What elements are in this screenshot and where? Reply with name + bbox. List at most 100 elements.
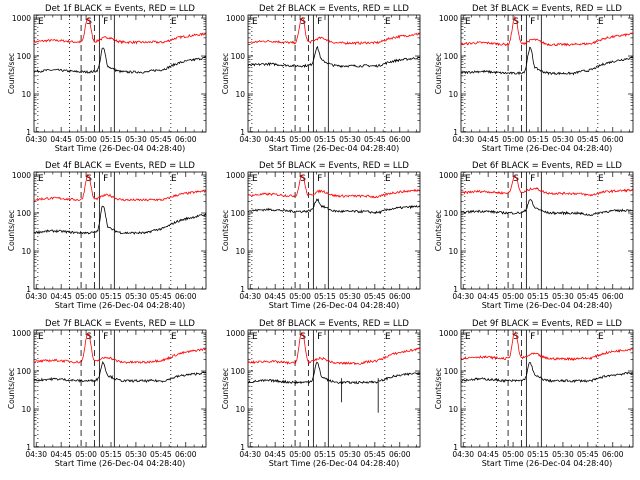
lld-curve bbox=[33, 173, 207, 202]
plot-frame bbox=[247, 14, 421, 133]
x-tick-label: 05:15 bbox=[100, 135, 122, 144]
x-axis-label: Start Time (26-Dec-04 04:28:40) bbox=[482, 301, 613, 310]
x-tick-label: 05:00 bbox=[289, 450, 311, 459]
marker-s: S bbox=[86, 332, 92, 342]
y-tick-label: 1000 bbox=[12, 14, 31, 23]
x-tick-label: 05:15 bbox=[314, 135, 336, 144]
marker-e: E bbox=[38, 174, 44, 184]
panel-2: Det 2f BLACK = Events, RED = LLD 1 10 100 10… bbox=[221, 4, 421, 153]
y-tick-label: 1000 bbox=[12, 171, 31, 180]
y-tick-label: 1000 bbox=[12, 329, 31, 338]
x-tick-label: 05:45 bbox=[364, 450, 386, 459]
x-tick-label: 05:30 bbox=[552, 135, 574, 144]
marker-e: E bbox=[385, 332, 391, 342]
x-tick-label: 04:45 bbox=[50, 135, 72, 144]
y-axis-label: Counts/sec bbox=[221, 53, 230, 94]
marker-f: F bbox=[530, 17, 535, 27]
marker-e: E bbox=[385, 17, 391, 27]
x-tick-label: 04:30 bbox=[239, 292, 261, 301]
y-axis-label: Counts/sec bbox=[7, 368, 16, 409]
x-tick-label: 04:45 bbox=[264, 450, 286, 459]
x-tick-label: 05:30 bbox=[339, 450, 361, 459]
x-tick-label: 05:15 bbox=[100, 450, 122, 459]
y-axis-label: Counts/sec bbox=[434, 53, 443, 94]
plot-frame bbox=[33, 14, 207, 133]
y-tick-label: 1000 bbox=[439, 329, 458, 338]
x-tick-label: 05:15 bbox=[527, 135, 549, 144]
x-tick-label: 05:45 bbox=[150, 292, 172, 301]
plot-frame bbox=[460, 171, 634, 290]
plot-frame bbox=[460, 329, 634, 448]
marker-s: S bbox=[300, 174, 306, 184]
x-tick-label: 05:30 bbox=[125, 450, 147, 459]
x-tick-label: 04:30 bbox=[452, 450, 474, 459]
y-tick-label: 100 bbox=[231, 367, 246, 376]
y-axis-label: Counts/sec bbox=[221, 368, 230, 409]
plot-frame bbox=[33, 171, 207, 290]
y-tick-label: 100 bbox=[231, 52, 246, 61]
events-curve bbox=[460, 46, 634, 76]
marker-f: F bbox=[103, 17, 108, 27]
y-tick-label: 10 bbox=[235, 405, 245, 414]
y-tick-label: 100 bbox=[231, 209, 246, 218]
lld-curve bbox=[247, 174, 420, 199]
x-tick-label: 05:30 bbox=[125, 135, 147, 144]
x-tick-label: 05:00 bbox=[75, 135, 97, 144]
events-curve bbox=[247, 45, 421, 68]
y-tick-label: 1 bbox=[453, 128, 458, 137]
y-tick-label: 100 bbox=[17, 52, 32, 61]
plot-frame bbox=[460, 14, 634, 133]
y-axis-label: Counts/sec bbox=[7, 210, 16, 251]
x-tick-label: 05:15 bbox=[314, 450, 336, 459]
y-tick-label: 100 bbox=[444, 367, 459, 376]
x-tick-label: 06:00 bbox=[389, 450, 411, 459]
y-tick-label: 100 bbox=[444, 209, 459, 218]
x-tick-label: 05:30 bbox=[552, 450, 574, 459]
x-tick-label: 06:00 bbox=[389, 135, 411, 144]
marker-e: E bbox=[385, 174, 391, 184]
panel-title: Det 1f BLACK = Events, RED = LLD bbox=[45, 4, 195, 14]
y-tick-label: 1000 bbox=[226, 14, 245, 23]
marker-e: E bbox=[465, 332, 471, 342]
panel-title: Det 6f BLACK = Events, RED = LLD bbox=[472, 161, 622, 171]
x-tick-label: 04:30 bbox=[239, 450, 261, 459]
marker-s: S bbox=[86, 17, 92, 27]
lld-curve bbox=[460, 15, 634, 47]
panel-1: Det 1f BLACK = Events, RED = LLD 1 10 100 10… bbox=[7, 4, 207, 153]
marker-e: E bbox=[171, 332, 177, 342]
lld-curve bbox=[33, 333, 207, 364]
events-curve bbox=[33, 205, 207, 235]
panel-title: Det 2f BLACK = Events, RED = LLD bbox=[259, 4, 409, 14]
panel-6: Det 6f BLACK = Events, RED = LLD 1 10 100 10… bbox=[434, 161, 634, 310]
marker-s: S bbox=[86, 174, 92, 184]
x-tick-label: 05:45 bbox=[577, 135, 599, 144]
x-tick-label: 05:45 bbox=[364, 135, 386, 144]
x-tick-label: 06:00 bbox=[175, 135, 197, 144]
x-axis-label: Start Time (26-Dec-04 04:28:40) bbox=[482, 144, 613, 153]
panel-5: Det 5f BLACK = Events, RED = LLD 1 10 100 10… bbox=[221, 161, 421, 310]
y-tick-label: 1 bbox=[26, 443, 31, 452]
x-tick-label: 05:15 bbox=[100, 292, 122, 301]
x-tick-label: 05:45 bbox=[150, 450, 172, 459]
x-tick-label: 05:15 bbox=[527, 450, 549, 459]
x-axis-label: Start Time (26-Dec-04 04:28:40) bbox=[482, 459, 613, 468]
plot-frame bbox=[247, 329, 421, 448]
y-axis-label: Counts/sec bbox=[434, 368, 443, 409]
x-tick-label: 05:30 bbox=[339, 135, 361, 144]
y-tick-label: 10 bbox=[21, 247, 31, 256]
panel-title: Det 7f BLACK = Events, RED = LLD bbox=[45, 319, 195, 329]
marker-f: F bbox=[103, 174, 108, 184]
y-axis-label: Counts/sec bbox=[221, 210, 230, 251]
marker-f: F bbox=[103, 332, 108, 342]
lld-curve bbox=[460, 331, 634, 362]
marker-e: E bbox=[465, 17, 471, 27]
x-tick-label: 05:00 bbox=[502, 450, 524, 459]
marker-e: E bbox=[252, 17, 258, 27]
x-tick-label: 04:30 bbox=[25, 292, 47, 301]
panel-4: Det 4f BLACK = Events, RED = LLD 1 10 100 10… bbox=[7, 161, 207, 310]
panel-9: Det 9f BLACK = Events, RED = LLD 1 10 100 10… bbox=[434, 319, 634, 468]
y-tick-label: 1 bbox=[26, 128, 31, 137]
marker-s: S bbox=[513, 332, 519, 342]
y-tick-label: 1000 bbox=[439, 14, 458, 23]
